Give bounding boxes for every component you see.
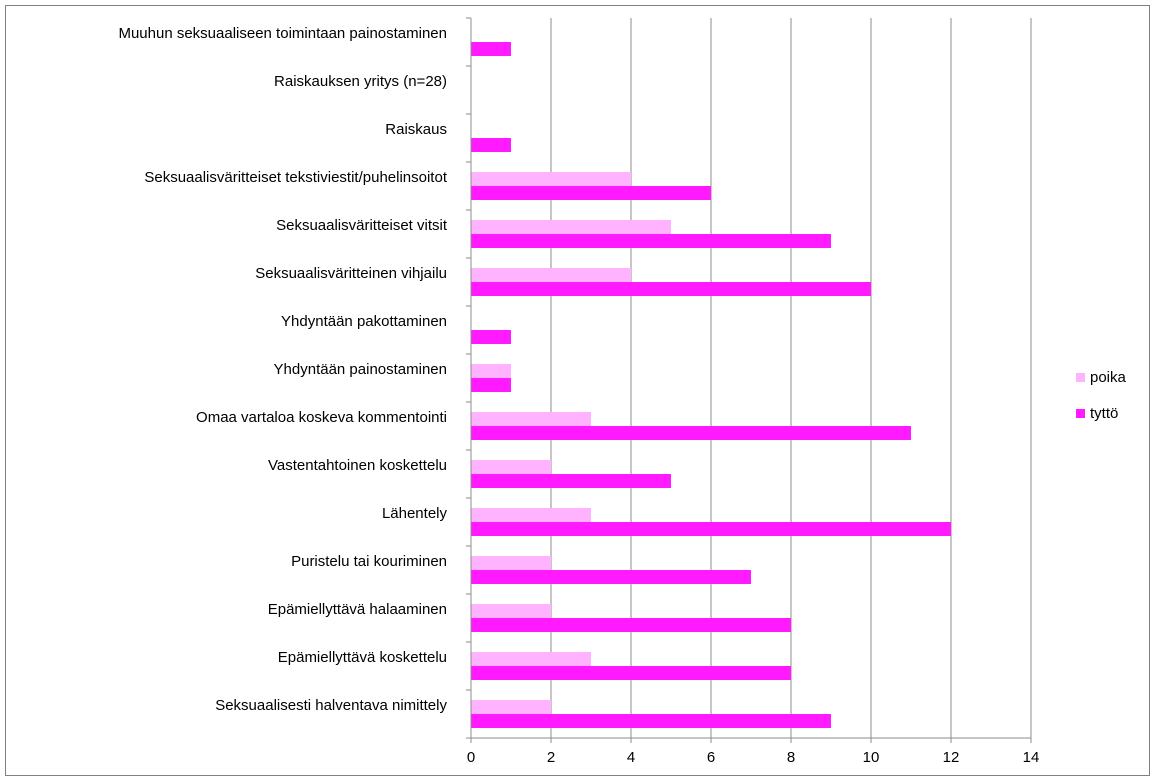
- category-label: Seksuaalisväritteinen vihjailu: [255, 265, 447, 282]
- bar-tytto: [471, 234, 831, 248]
- category-label: Puristelu tai kouriminen: [291, 553, 447, 570]
- bar-tytto: [471, 474, 671, 488]
- category-label: Epämiellyttävä halaaminen: [268, 601, 447, 618]
- bar-tytto: [471, 138, 511, 152]
- category-label: Yhdyntään pakottaminen: [281, 313, 447, 330]
- category-label: Yhdyntään painostaminen: [274, 361, 447, 378]
- category-label: Seksuaalisesti halventava nimittely: [215, 697, 447, 714]
- bar-tytto: [471, 42, 511, 56]
- x-tick-labels: 0 2 4 6 8 10 12 14: [467, 749, 1040, 766]
- x-tick-label: 6: [707, 749, 715, 766]
- x-tick-label: 10: [863, 749, 880, 766]
- bar-poika: [471, 364, 511, 378]
- category-label: Raiskauksen yritys (n=28): [274, 73, 447, 90]
- x-tick-label: 4: [627, 749, 635, 766]
- bar-tytto: [471, 618, 791, 632]
- bar-poika: [471, 556, 551, 570]
- bar-tytto: [471, 186, 711, 200]
- bar-poika: [471, 220, 671, 234]
- legend: poika tyttö: [1076, 369, 1127, 422]
- chart-frame: [5, 5, 1150, 776]
- x-tick-label: 14: [1023, 749, 1040, 766]
- bar-poika: [471, 460, 551, 474]
- bar-poika: [471, 700, 551, 714]
- category-label: Vastentahtoinen koskettelu: [268, 457, 447, 474]
- legend-label-poika: poika: [1090, 369, 1127, 386]
- bar-tytto: [471, 282, 871, 296]
- bar-tytto: [471, 330, 511, 344]
- bar-tytto: [471, 714, 831, 728]
- x-tick-label: 0: [467, 749, 475, 766]
- x-tick-label: 2: [547, 749, 555, 766]
- bar-poika: [471, 172, 631, 186]
- legend-swatch-tytto: [1076, 409, 1085, 418]
- legend-label-tytto: tyttö: [1090, 405, 1118, 422]
- category-label: Raiskaus: [385, 121, 447, 138]
- bar-tytto: [471, 570, 751, 584]
- bar-tytto: [471, 666, 791, 680]
- bar-poika: [471, 268, 631, 282]
- category-label: Muuhun seksuaaliseen toimintaan painosta…: [118, 25, 447, 42]
- x-tick-label: 8: [787, 749, 795, 766]
- category-label: Epämiellyttävä koskettelu: [278, 649, 447, 666]
- bars: [471, 42, 951, 728]
- category-labels: Muuhun seksuaaliseen toimintaan painosta…: [118, 25, 447, 714]
- bar-poika: [471, 412, 591, 426]
- x-tick-label: 12: [943, 749, 960, 766]
- category-label: Omaa vartaloa koskeva kommentointi: [196, 409, 447, 426]
- bar-poika: [471, 604, 551, 618]
- bar-poika: [471, 508, 591, 522]
- category-label: Seksuaalisväritteiset vitsit: [276, 217, 448, 234]
- category-label: Lähentely: [382, 505, 448, 522]
- bar-tytto: [471, 522, 951, 536]
- bar-poika: [471, 652, 591, 666]
- category-label: Seksuaalisväritteiset tekstiviestit/puhe…: [144, 169, 447, 186]
- axes: [466, 17, 1032, 743]
- bar-tytto: [471, 378, 511, 392]
- legend-swatch-poika: [1076, 373, 1085, 382]
- bar-tytto: [471, 426, 911, 440]
